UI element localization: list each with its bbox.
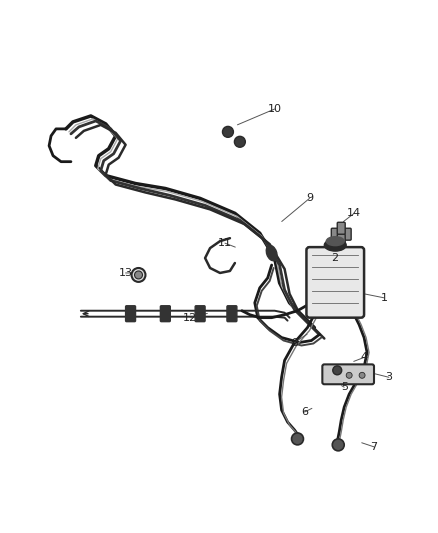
FancyBboxPatch shape xyxy=(343,228,351,240)
Circle shape xyxy=(134,271,142,279)
Circle shape xyxy=(223,126,233,138)
Text: 1: 1 xyxy=(381,293,388,303)
FancyBboxPatch shape xyxy=(337,234,345,246)
Circle shape xyxy=(292,433,304,445)
Circle shape xyxy=(359,373,365,378)
Text: 5: 5 xyxy=(341,382,348,392)
Ellipse shape xyxy=(324,239,346,251)
Text: 10: 10 xyxy=(268,104,282,114)
Text: 4: 4 xyxy=(360,352,367,362)
Circle shape xyxy=(234,136,245,147)
Text: 6: 6 xyxy=(301,407,308,417)
Text: 13: 13 xyxy=(119,268,133,278)
FancyBboxPatch shape xyxy=(227,306,237,321)
FancyBboxPatch shape xyxy=(126,306,135,321)
Circle shape xyxy=(333,366,342,375)
Ellipse shape xyxy=(266,245,277,261)
Ellipse shape xyxy=(326,237,344,246)
Circle shape xyxy=(346,373,352,378)
FancyBboxPatch shape xyxy=(160,306,170,321)
Text: 14: 14 xyxy=(347,208,361,219)
FancyBboxPatch shape xyxy=(322,365,374,384)
Text: 7: 7 xyxy=(371,442,378,452)
Text: 12: 12 xyxy=(183,313,197,322)
Circle shape xyxy=(332,439,344,451)
Circle shape xyxy=(131,268,145,282)
Text: 11: 11 xyxy=(218,238,232,248)
Text: 8: 8 xyxy=(291,337,298,348)
Text: 2: 2 xyxy=(331,253,338,263)
FancyBboxPatch shape xyxy=(307,247,364,318)
FancyBboxPatch shape xyxy=(331,228,339,240)
Text: 3: 3 xyxy=(385,372,392,382)
FancyBboxPatch shape xyxy=(195,306,205,321)
FancyBboxPatch shape xyxy=(337,222,345,234)
Text: 9: 9 xyxy=(306,193,313,204)
